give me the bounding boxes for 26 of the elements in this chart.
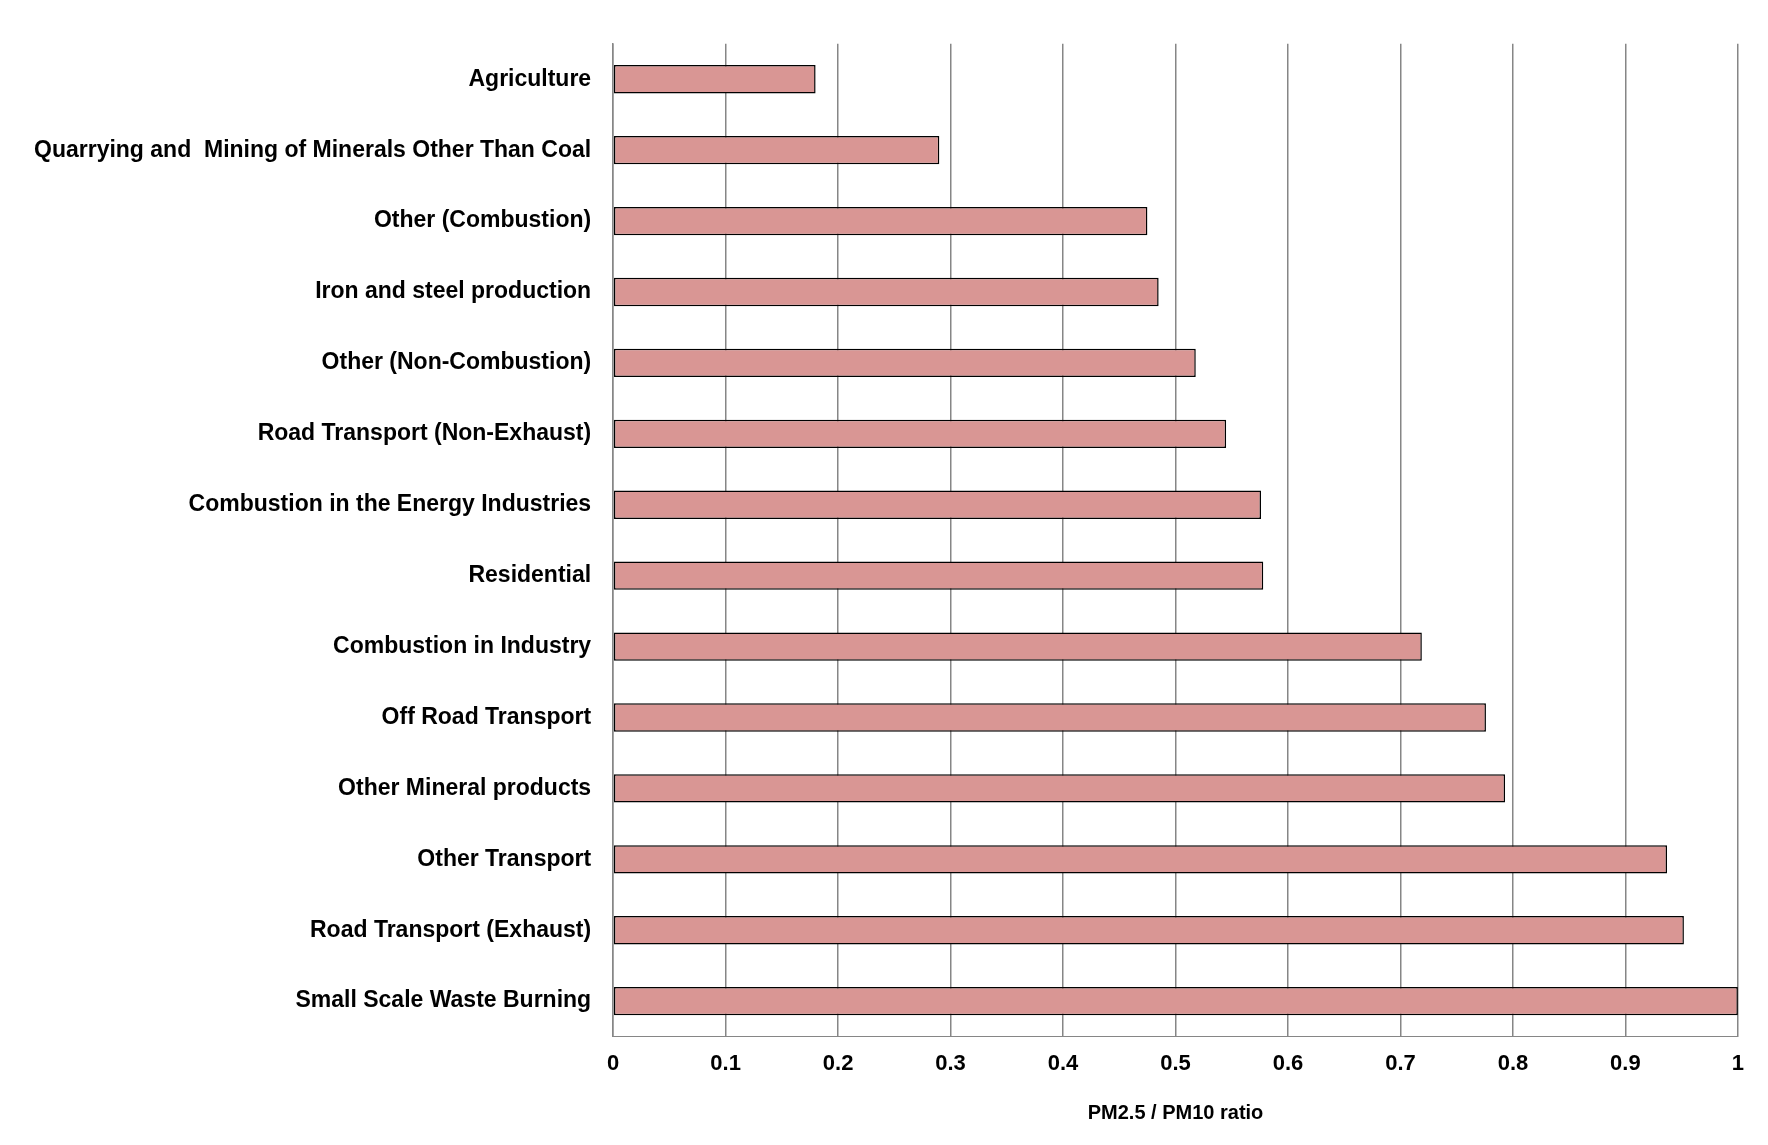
y-tick-label: Road Transport (Exhaust) bbox=[310, 915, 592, 942]
x-tick-label: 0 bbox=[607, 1049, 620, 1075]
x-axis-title: PM2.5 / PM10 ratio bbox=[1087, 1100, 1264, 1123]
x-tick-label: 0.5 bbox=[1160, 1049, 1191, 1075]
x-tick-label: 0.7 bbox=[1385, 1049, 1416, 1075]
y-tick-label: Other (Combustion) bbox=[373, 206, 592, 233]
y-tick-label: Agriculture bbox=[468, 64, 592, 91]
x-tick-label: 0.4 bbox=[1047, 1049, 1080, 1075]
x-tick-label: 0.3 bbox=[935, 1049, 966, 1075]
x-tick-label: 0.8 bbox=[1497, 1049, 1529, 1075]
x-tick-label: 0.6 bbox=[1272, 1049, 1304, 1075]
y-tick-label: Off Road Transport bbox=[381, 702, 592, 729]
x-tick-label: 0.9 bbox=[1610, 1049, 1641, 1075]
x-tick-label: 1 bbox=[1731, 1049, 1745, 1075]
y-tick-label: Combustion in the Energy Industries bbox=[188, 490, 592, 517]
x-tick-label: 0.1 bbox=[710, 1049, 741, 1075]
y-tick-label: Other Mineral products bbox=[338, 773, 592, 800]
y-tick-label: Residential bbox=[468, 561, 592, 587]
y-tick-label: Small Scale Waste Burning bbox=[295, 986, 592, 1013]
y-tick-label: Iron and steel production bbox=[315, 277, 592, 304]
x-tick-label: 0.2 bbox=[822, 1049, 854, 1075]
y-tick-label: Other (Non-Combustion) bbox=[321, 348, 592, 375]
y-tick-label: Road Transport (Non-Exhaust) bbox=[257, 419, 592, 446]
y-tick-label: Combustion in Industry bbox=[333, 631, 592, 658]
y-tick-label: Quarrying and Mining of Minerals Other Than Coal bbox=[34, 135, 592, 162]
y-tick-label: Other Transport bbox=[417, 844, 592, 871]
